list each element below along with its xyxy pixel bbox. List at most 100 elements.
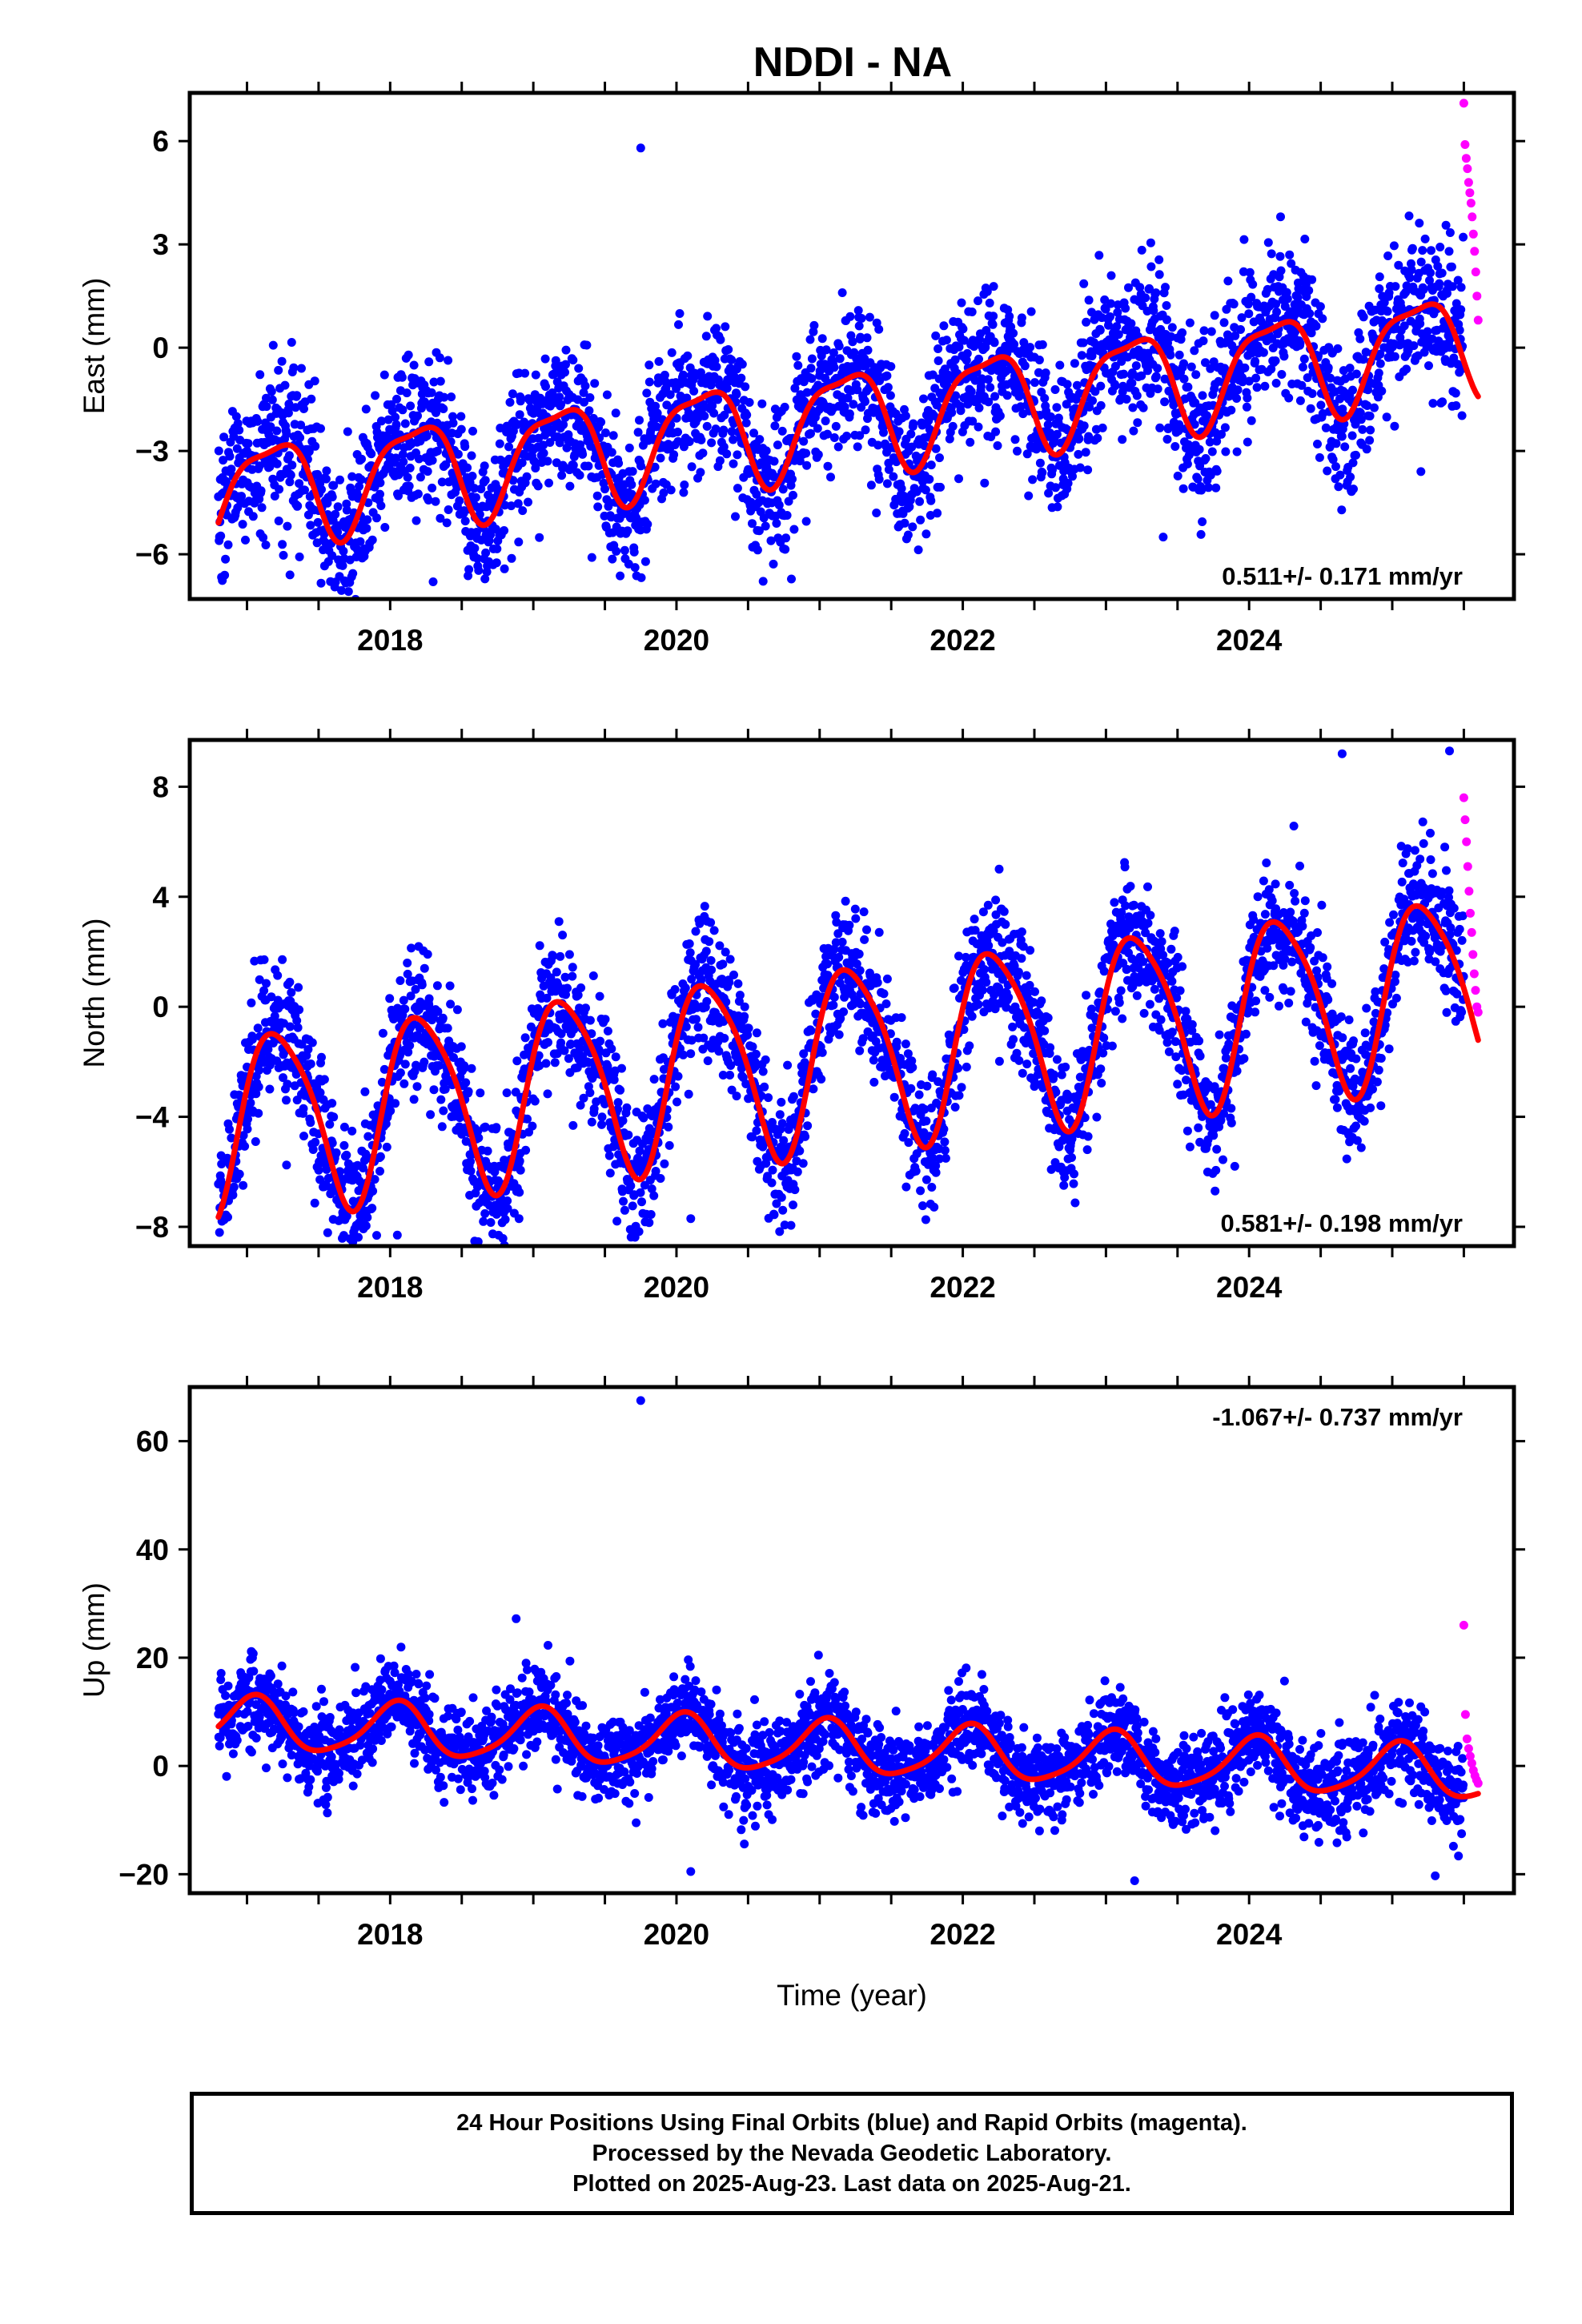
east-point-final [1160,397,1170,407]
east-point-final [958,324,968,334]
north-point-final [399,995,408,1005]
east-point-final [286,470,295,480]
east-point-final [939,321,949,331]
east-point-final [1162,301,1171,310]
east-point-final [1155,423,1165,432]
east-point-final [237,492,247,501]
east-point-final [1285,250,1295,259]
east-point-final [1365,412,1375,420]
north-point-final [563,983,572,993]
east-point-final [1351,369,1361,379]
north-point-final [834,1030,844,1039]
east-point-final [733,484,742,493]
east-point-final [472,554,482,563]
east-point-final [604,498,614,507]
north-point-final [922,1081,932,1091]
north-plot-area [214,746,1483,1257]
east-point-final [901,411,910,420]
east-point-final [855,431,865,440]
north-point-final [622,1103,632,1112]
east-point-final [428,483,437,493]
north-point-final [325,1120,335,1129]
east-point-final [725,364,735,373]
east-point-final [590,379,600,388]
east-point-final [1382,412,1391,422]
east-point-final [1048,465,1057,475]
north-point-final [457,1129,467,1139]
east-point-final [772,519,781,528]
east-point-final [1162,315,1171,324]
north-point-final [385,994,395,1003]
east-point-final [1233,385,1243,395]
east-point-final [282,429,291,439]
north-point-final [287,987,296,997]
east-point-final [749,428,758,438]
east-point-final [221,554,231,564]
north-point-final [339,1122,349,1132]
east-point-final [442,518,452,528]
north-point-final [605,1168,615,1178]
east-point-final [644,360,654,370]
east-point-final [623,526,632,536]
east-point-final [757,399,767,408]
east-point-final [1135,283,1145,292]
north-point-final [243,1124,252,1134]
north-point-final [488,1248,496,1257]
north-point-final [714,1047,724,1056]
north-point-final [515,1188,524,1197]
north-point-final [239,1131,248,1140]
east-point-final [1199,336,1208,346]
north-point-final [576,983,586,992]
east-point-final [275,485,284,494]
east-point-final [267,387,276,396]
east-point-final [432,446,442,456]
east-point-final [1079,279,1089,288]
east-point-final [580,397,588,407]
east-point-final [1137,371,1146,380]
east-point-final [587,553,596,562]
east-point-final [853,385,862,395]
east-point-final [934,356,943,365]
north-point-final [278,955,287,964]
east-point-final [856,332,865,342]
east-point-final [238,520,247,529]
east-point-final [1002,366,1011,376]
east-point-final [1247,416,1256,425]
east-point-final [1072,380,1082,390]
north-point-final [892,1037,901,1047]
east-point-final [1174,420,1184,429]
north-point-final [247,998,256,1007]
east-point-final [640,496,649,505]
east-point-final [279,550,288,560]
north-point-final [306,1118,315,1128]
east-point-final [635,416,644,425]
north-point-final [673,1072,683,1081]
east-point-final [662,400,672,410]
east-series-rapid [1459,99,1483,325]
east-xtick-label: 2024 [1216,624,1283,657]
north-point-final [564,1054,573,1063]
east-point-final [1017,313,1026,323]
east-point-final [348,569,358,578]
east-point-final [232,444,242,453]
east-point-final [1348,385,1357,395]
north-point-final [474,1133,484,1143]
north-point-final [685,948,695,958]
east-point-final [1390,352,1399,361]
east-point-final [835,354,845,364]
east-point-final [335,655,343,664]
north-point-final [793,1167,802,1176]
north-point-final [521,1145,531,1155]
north-point-final [823,959,832,969]
north-point-final [354,1232,363,1242]
east-point-final [545,438,555,447]
east-point-final [719,442,729,452]
east-point-final [214,446,223,456]
east-point-final [806,428,815,438]
north-point-final [303,1044,313,1054]
east-point-final [1193,474,1203,484]
east-point-final [806,364,816,373]
east-point-final [970,376,980,385]
east-point-final [1113,308,1122,317]
east-point-final [1239,235,1249,244]
